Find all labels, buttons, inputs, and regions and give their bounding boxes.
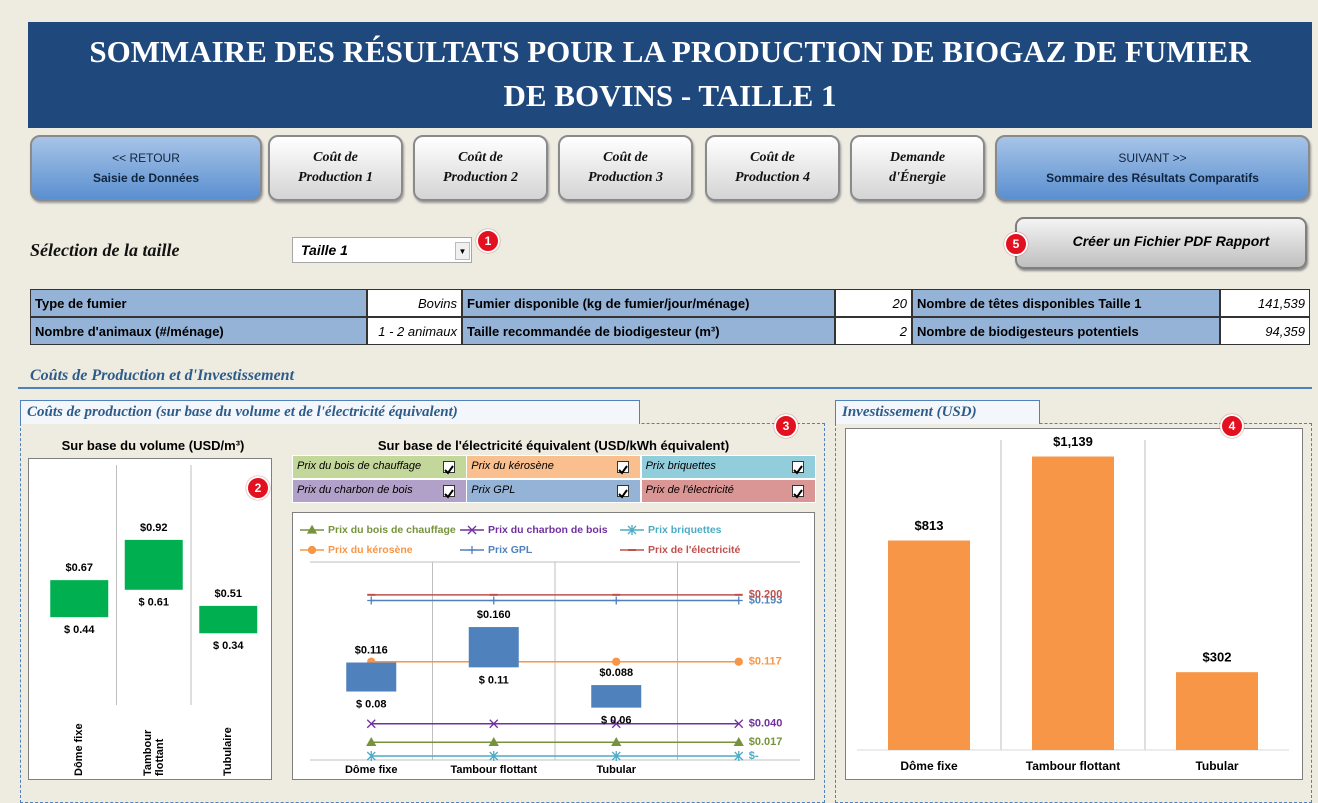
check-mark bbox=[444, 489, 454, 499]
checkbox bbox=[791, 485, 804, 499]
info-value: 1 - 2 animaux bbox=[367, 317, 462, 345]
checkbox bbox=[443, 485, 455, 499]
info-label: Nombre de biodigesteurs potentiels bbox=[912, 317, 1220, 345]
nav-button-label: d'Énergie bbox=[889, 170, 946, 185]
selection-label: Sélection de la taille bbox=[30, 240, 180, 260]
info-value: 20 bbox=[835, 289, 912, 317]
nav-button[interactable]: Demande d'Énergie bbox=[850, 135, 985, 201]
checkbox-label: Prix GPL bbox=[471, 484, 516, 496]
header-title: SOMMAIRE DES RÉSULTATS POUR LA PRODUCTIO… bbox=[28, 22, 1312, 128]
checkbox-cell[interactable]: Prix GPL bbox=[466, 479, 642, 503]
nav-button-label: Production 3 bbox=[587, 170, 664, 185]
investment-chart-area bbox=[845, 428, 1303, 780]
check-mark bbox=[792, 489, 803, 499]
electricity-chart-area bbox=[292, 512, 815, 780]
badge: 5 bbox=[1004, 232, 1028, 256]
check-mark bbox=[618, 465, 629, 475]
checkbox bbox=[617, 485, 630, 499]
pdf-button-label: Créer un Fichier PDF Rapport bbox=[1072, 233, 1270, 249]
check-mark bbox=[618, 489, 629, 499]
chart-title: Sur base de l'électricité équivalent (US… bbox=[377, 438, 730, 453]
badge: 2 bbox=[246, 476, 270, 500]
info-value: 141,539 bbox=[1220, 289, 1310, 317]
pdf-button[interactable]: Créer un Fichier PDF Rapport bbox=[1015, 217, 1307, 269]
checkbox bbox=[443, 461, 455, 475]
info-label: Type de fumier bbox=[30, 289, 367, 317]
checkbox-cell[interactable]: Prix de l'électricité bbox=[640, 479, 816, 503]
x-tick-label: Tambour flottant bbox=[141, 729, 166, 776]
nav-button-label: Coût de bbox=[313, 150, 358, 165]
checkbox-cell[interactable]: Prix briquettes bbox=[640, 455, 816, 479]
chart-title: Sur base du volume (USD/m³) bbox=[61, 438, 245, 453]
badge: 1 bbox=[476, 229, 500, 253]
section-title: Coûts de Production et d'Investissement bbox=[30, 367, 295, 384]
x-tick-label: Dôme fixe bbox=[73, 723, 86, 776]
checkbox-label: Prix du charbon de bois bbox=[297, 484, 413, 496]
size-dropdown-value: Taille 1 bbox=[301, 242, 348, 258]
nav-button-label: Sommaire des Résultats Comparatifs bbox=[1046, 171, 1259, 185]
nav-button-label: Coût de bbox=[603, 150, 648, 165]
checkbox-cell[interactable]: Prix du kérosène bbox=[466, 455, 642, 479]
checkbox-label: Prix de l'électricité bbox=[645, 484, 734, 496]
nav-button[interactable]: Coût de Production 1 bbox=[268, 135, 403, 201]
nav-button-label: Saisie de Données bbox=[92, 171, 200, 185]
check-mark bbox=[792, 465, 803, 475]
section-rule bbox=[18, 387, 1312, 389]
nav-button-label: SUIVANT >> bbox=[1118, 151, 1187, 165]
right-tab: Investissement (USD) bbox=[835, 400, 1040, 424]
nav-button-label: Production 1 bbox=[297, 170, 374, 185]
nav-button-label: Coût de bbox=[750, 150, 795, 165]
nav-button[interactable]: SUIVANT >> Sommaire des Résultats Compara… bbox=[995, 135, 1310, 201]
dropdown-arrow: ▼ bbox=[455, 242, 470, 260]
checkbox-cell[interactable]: Prix du charbon de bois bbox=[292, 479, 467, 503]
nav-button[interactable]: Coût de Production 4 bbox=[705, 135, 840, 201]
size-dropdown[interactable]: Taille 1 ▼ bbox=[292, 237, 472, 263]
info-label: Nombre de têtes disponibles Taille 1 bbox=[912, 289, 1220, 317]
nav-button-label: Coût de bbox=[458, 150, 503, 165]
checkbox-label: Prix du kérosène bbox=[471, 460, 554, 472]
info-label: Nombre d'animaux (#/ménage) bbox=[30, 317, 367, 345]
badge: 4 bbox=[1220, 414, 1244, 438]
nav-button[interactable]: Coût de Production 2 bbox=[413, 135, 548, 201]
nav-button-label: Production 2 bbox=[442, 170, 519, 185]
info-value: 94,359 bbox=[1220, 317, 1310, 345]
checkbox bbox=[617, 461, 630, 475]
info-value: Bovins bbox=[367, 289, 462, 317]
info-label: Fumier disponible (kg de fumier/jour/mén… bbox=[462, 289, 835, 317]
nav-button-label: << RETOUR bbox=[112, 151, 180, 165]
nav-button-label: Demande bbox=[889, 150, 946, 165]
checkbox-label: Prix du bois de chauffage bbox=[297, 460, 422, 472]
checkbox bbox=[791, 461, 804, 475]
nav-button[interactable]: << RETOUR Saisie de Données bbox=[30, 135, 262, 201]
check-mark bbox=[444, 465, 454, 475]
nav-button[interactable]: Coût de Production 3 bbox=[558, 135, 693, 201]
checkbox-label: Prix briquettes bbox=[645, 460, 716, 472]
info-value: 2 bbox=[835, 317, 912, 345]
info-label: Taille recommandée de biodigesteur (m³) bbox=[462, 317, 835, 345]
checkbox-cell[interactable]: Prix du bois de chauffage bbox=[292, 455, 467, 479]
x-tick-label: Tubulaire bbox=[222, 727, 235, 776]
badge: 3 bbox=[774, 414, 798, 438]
left-tab: Coûts de production (sur base du volume … bbox=[20, 400, 640, 424]
nav-button-label: Production 4 bbox=[734, 170, 811, 185]
